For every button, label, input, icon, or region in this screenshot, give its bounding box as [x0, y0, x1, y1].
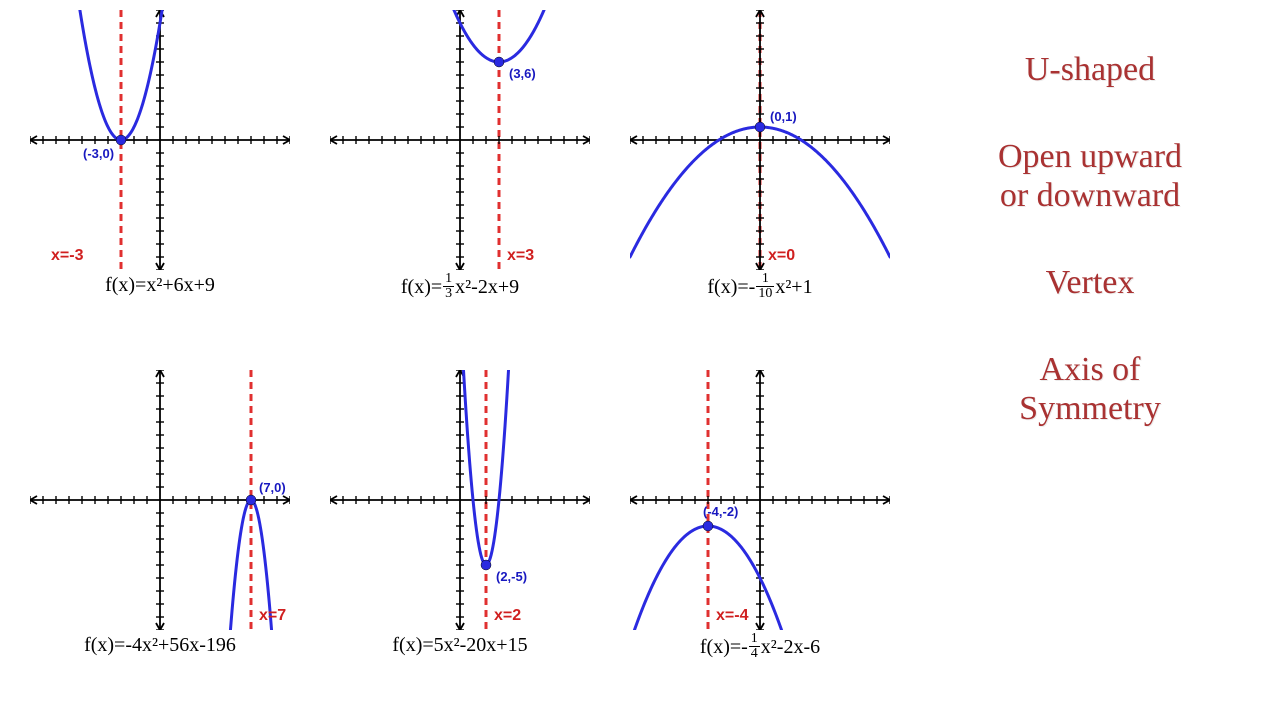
sidebar-label-1: U-shaped — [1025, 50, 1155, 89]
svg-text:x=-4: x=-4 — [716, 607, 749, 624]
graph-plot-4: (7,0) x=7 — [30, 370, 290, 630]
svg-text:x=-3: x=-3 — [51, 247, 84, 264]
graph-cell-3: (0,1) x=0 f(x)=-110x²+1 — [620, 10, 900, 350]
graph-formula-4: f(x)=-4x²+56x-196 — [84, 634, 236, 657]
sidebar-label-2: Open upwardor downward — [998, 137, 1182, 215]
graph-formula-5: f(x)=5x²-20x+15 — [392, 634, 527, 657]
graph-formula-3: f(x)=-110x²+1 — [707, 274, 812, 303]
svg-text:x=0: x=0 — [768, 247, 795, 264]
graph-cell-2: (3,6) x=3 f(x)=13x²-2x+9 — [320, 10, 600, 350]
sidebar-label-3: Vertex — [1046, 263, 1135, 302]
svg-text:(-4,-2): (-4,-2) — [703, 504, 738, 519]
graph-formula-2: f(x)=13x²-2x+9 — [401, 274, 519, 303]
svg-text:x=3: x=3 — [507, 247, 534, 264]
graph-formula-1: f(x)=x²+6x+9 — [105, 274, 215, 297]
graph-plot-3: (0,1) x=0 — [630, 10, 890, 270]
sidebar-label-4: Axis ofSymmetry — [1019, 350, 1161, 428]
graph-cell-6: (-4,-2) x=-4 f(x)=-14x²-2x-6 — [620, 370, 900, 710]
svg-text:(7,0): (7,0) — [259, 480, 286, 495]
graph-plot-2: (3,6) x=3 — [330, 10, 590, 270]
graph-cell-4: (7,0) x=7 f(x)=-4x²+56x-196 — [20, 370, 300, 710]
svg-text:x=7: x=7 — [259, 607, 286, 624]
svg-text:(2,-5): (2,-5) — [496, 569, 527, 584]
graphs-grid: (-3,0) x=-3 f(x)=x²+6x+9 (3,6) x=3 f(x)=13… — [0, 0, 920, 720]
svg-text:(-3,0): (-3,0) — [83, 146, 114, 161]
sidebar: U-shaped Open upwardor downward Vertex A… — [920, 0, 1280, 720]
svg-text:x=2: x=2 — [494, 607, 521, 624]
graph-cell-5: (2,-5) x=2 f(x)=5x²-20x+15 — [320, 370, 600, 710]
svg-text:(0,1): (0,1) — [770, 109, 797, 124]
graph-plot-1: (-3,0) x=-3 — [30, 10, 290, 270]
graph-plot-5: (2,-5) x=2 — [330, 370, 590, 630]
graph-formula-6: f(x)=-14x²-2x-6 — [700, 634, 820, 663]
svg-text:(3,6): (3,6) — [509, 66, 536, 81]
graph-plot-6: (-4,-2) x=-4 — [630, 370, 890, 630]
graph-cell-1: (-3,0) x=-3 f(x)=x²+6x+9 — [20, 10, 300, 350]
